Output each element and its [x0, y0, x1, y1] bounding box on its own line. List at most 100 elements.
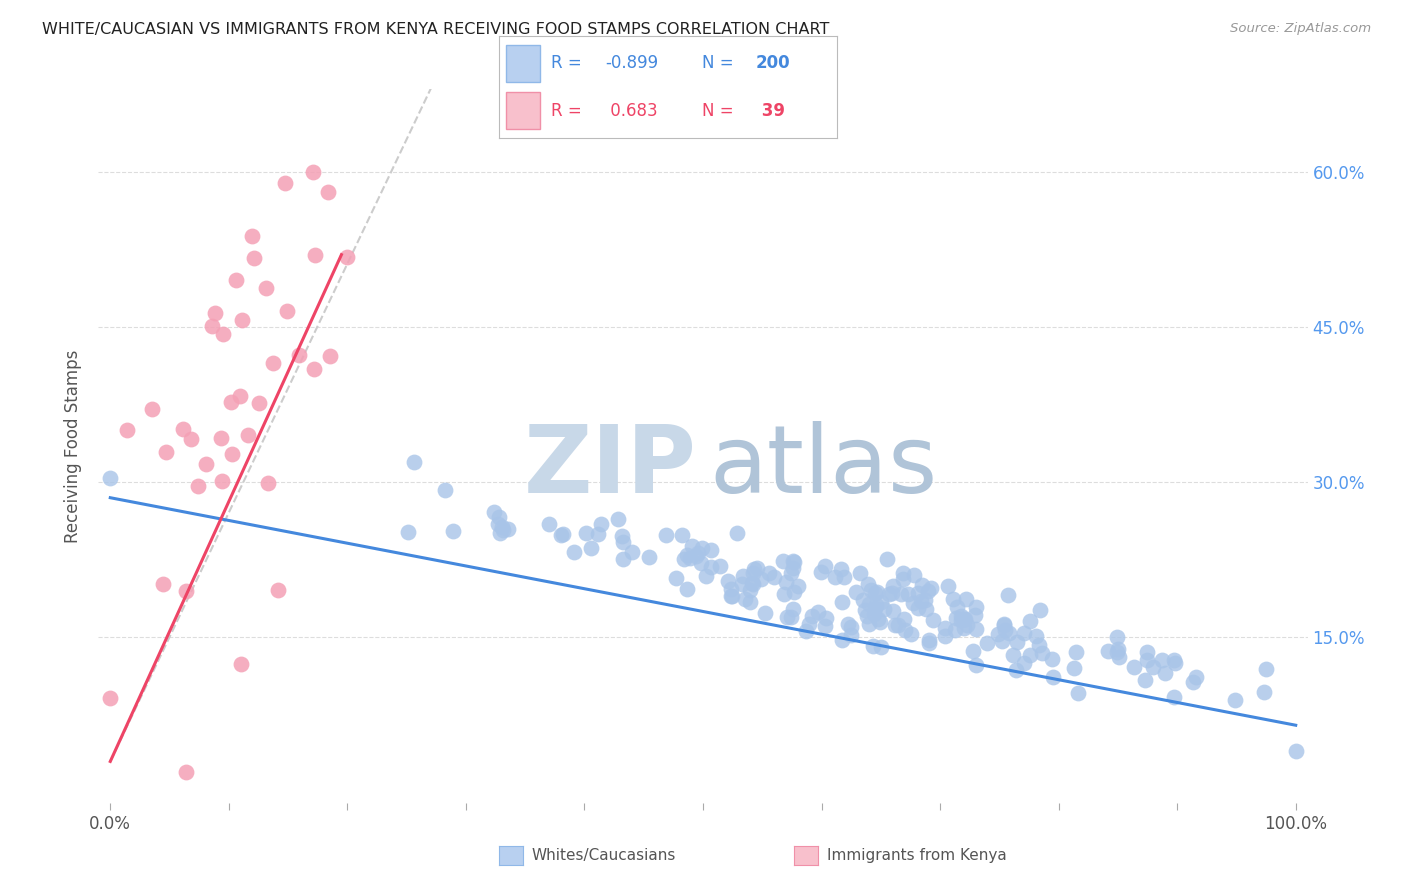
Point: [839, 620, 862, 634]
Point: [920, 581, 942, 595]
Point: [783, 585, 806, 599]
Text: 200: 200: [755, 54, 790, 72]
Point: [212, 327, 235, 342]
Point: [221, 447, 243, 461]
Point: [976, 636, 998, 650]
Text: atlas: atlas: [709, 421, 938, 514]
Point: [676, 582, 699, 597]
Point: [856, 576, 879, 591]
Point: [194, 457, 217, 471]
Point: [907, 586, 929, 600]
Y-axis label: Receiving Food Stamps: Receiving Food Stamps: [65, 350, 83, 542]
Point: [1223, 693, 1246, 707]
Point: [612, 552, 634, 566]
Point: [917, 583, 939, 598]
Point: [404, 454, 426, 468]
Point: [699, 543, 721, 558]
Point: [225, 272, 247, 286]
Point: [870, 595, 893, 609]
Text: R =: R =: [551, 54, 588, 72]
Point: [832, 570, 855, 584]
Point: [637, 549, 659, 564]
Text: WHITE/CAUCASIAN VS IMMIGRANTS FROM KENYA RECEIVING FOOD STAMPS CORRELATION CHART: WHITE/CAUCASIAN VS IMMIGRANTS FROM KENYA…: [42, 22, 830, 37]
Point: [782, 601, 804, 615]
Point: [690, 541, 713, 555]
Point: [1108, 650, 1130, 665]
Point: [396, 524, 419, 539]
Text: 39: 39: [755, 102, 785, 120]
Point: [814, 611, 837, 625]
Point: [903, 596, 925, 610]
Point: [914, 593, 936, 607]
Point: [845, 584, 868, 599]
Point: [949, 609, 972, 624]
Point: [1018, 648, 1040, 662]
Point: [772, 554, 794, 568]
Point: [962, 644, 984, 658]
Point: [1133, 673, 1156, 687]
Point: [276, 304, 298, 318]
Point: [575, 526, 598, 541]
Point: [868, 612, 890, 626]
Point: [242, 252, 264, 266]
Point: [318, 349, 340, 363]
Point: [814, 559, 837, 574]
Point: [863, 607, 886, 621]
Point: [172, 422, 194, 436]
Point: [679, 551, 702, 566]
Point: [965, 658, 987, 673]
Point: [780, 566, 803, 581]
Point: [231, 313, 253, 327]
Point: [870, 640, 893, 654]
Point: [621, 544, 644, 558]
Point: [665, 571, 688, 585]
Point: [831, 595, 853, 609]
Point: [865, 598, 887, 612]
Point: [946, 599, 969, 614]
Point: [492, 524, 515, 538]
Point: [434, 483, 457, 497]
Point: [863, 600, 886, 615]
Point: [720, 589, 742, 603]
Point: [772, 587, 794, 601]
Point: [814, 618, 837, 632]
Point: [1163, 690, 1185, 705]
Point: [890, 587, 912, 601]
Point: [1142, 659, 1164, 673]
Point: [1285, 744, 1308, 758]
FancyBboxPatch shape: [506, 45, 540, 82]
Point: [994, 623, 1017, 637]
Point: [738, 582, 761, 597]
Point: [117, 423, 139, 437]
Text: ZIP: ZIP: [524, 421, 697, 514]
Point: [830, 562, 852, 576]
Point: [187, 479, 209, 493]
Point: [1063, 661, 1085, 675]
Point: [853, 603, 876, 617]
Point: [562, 544, 585, 558]
Point: [747, 561, 769, 575]
Point: [873, 601, 896, 615]
Point: [247, 395, 270, 409]
Point: [863, 586, 886, 600]
Point: [1136, 653, 1159, 667]
Text: 0.683: 0.683: [606, 102, 658, 120]
Point: [891, 572, 914, 586]
Point: [910, 594, 932, 608]
Point: [754, 606, 776, 620]
Point: [589, 517, 612, 532]
Point: [304, 248, 326, 262]
Point: [903, 568, 925, 582]
Point: [860, 582, 883, 597]
Point: [491, 520, 513, 534]
Point: [997, 588, 1019, 602]
Point: [1185, 670, 1208, 684]
Point: [950, 613, 973, 627]
Point: [155, 444, 177, 458]
Point: [211, 475, 233, 489]
Point: [1182, 674, 1205, 689]
Point: [907, 601, 929, 615]
Point: [671, 528, 693, 542]
Point: [963, 607, 986, 622]
Point: [876, 552, 898, 566]
